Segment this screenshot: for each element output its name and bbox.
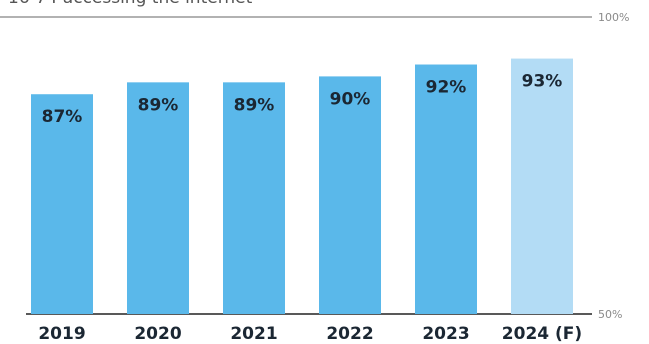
x-tick-label: 2019 [38,324,85,344]
bar-2020 [127,82,189,314]
bar-2023 [415,64,477,315]
bar-2019 [31,94,93,314]
value-label: 89% [234,95,275,115]
x-tick-label: 2020 [134,324,181,344]
y-bottom-label: 50% [598,308,622,321]
value-label: 93% [522,72,563,92]
x-tick-label: 2021 [230,324,277,344]
bar-2024-f [511,58,573,314]
chart-title: 16-74 accessing the internet [8,0,253,8]
value-label: 87% [42,107,83,127]
x-tick-label: 2022 [326,324,373,344]
value-label: 90% [330,89,371,109]
bar-2021 [223,82,285,314]
value-label: 89% [138,95,179,115]
bars: 87% 2019 89% 2020 89% 2021 90% 2022 92% 2023 93% 20… [31,58,582,344]
bar-2022 [319,76,381,315]
y-top-label: 100% [598,11,629,24]
x-tick-label: 2023 [422,324,469,344]
x-tick-label: 2024 (F) [502,324,582,344]
value-label: 92% [426,78,467,98]
